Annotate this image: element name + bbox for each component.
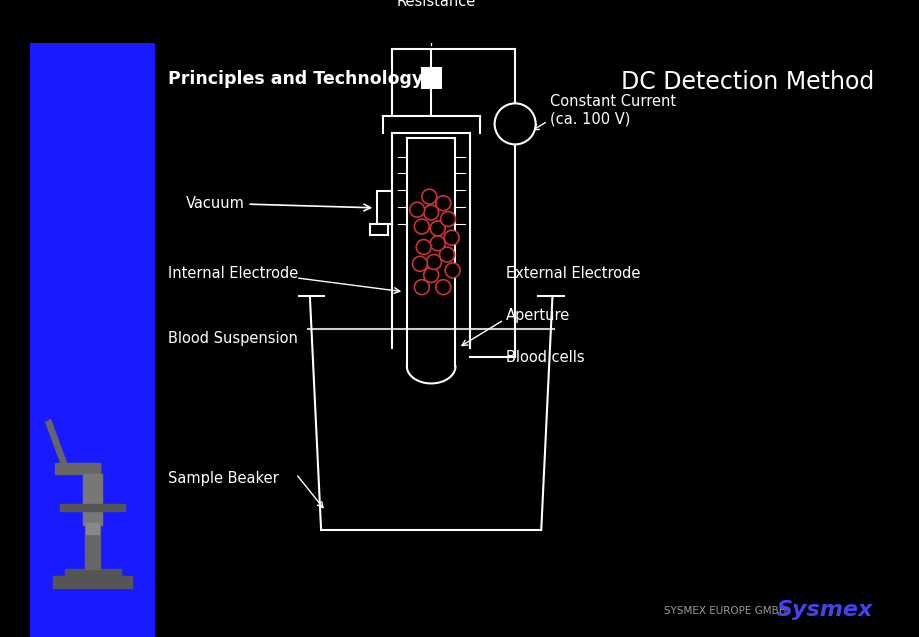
Circle shape (412, 256, 427, 271)
Circle shape (414, 280, 429, 295)
Bar (60, 504, 125, 511)
Bar (369, 224, 388, 235)
Text: Blood cells: Blood cells (505, 350, 584, 364)
Text: External Electrode: External Electrode (505, 266, 640, 281)
Bar (85, 466, 100, 569)
Circle shape (436, 280, 450, 295)
Circle shape (445, 263, 460, 278)
Text: Sample Beaker: Sample Beaker (168, 471, 278, 486)
Bar (55, 462, 100, 474)
Text: Vacuum: Vacuum (186, 196, 370, 211)
Text: Sysmex: Sysmex (776, 600, 872, 620)
Bar (64, 569, 120, 576)
Text: Constant Current
(ca. 100 V): Constant Current (ca. 100 V) (549, 94, 675, 126)
Circle shape (415, 240, 431, 255)
Circle shape (422, 189, 437, 204)
Circle shape (424, 268, 438, 282)
Text: Internal Electrode: Internal Electrode (168, 266, 298, 281)
Circle shape (426, 255, 441, 269)
Circle shape (440, 211, 455, 227)
Circle shape (424, 205, 438, 220)
Circle shape (494, 103, 535, 145)
Bar (83, 474, 102, 525)
Circle shape (430, 221, 445, 236)
Text: Aperture: Aperture (505, 308, 570, 322)
Text: Blood Suspension: Blood Suspension (168, 331, 298, 346)
Text: DC Detection Method: DC Detection Method (620, 70, 873, 94)
Text: Principles and Technology: Principles and Technology (168, 70, 423, 88)
Bar (85, 523, 99, 534)
Circle shape (436, 196, 450, 211)
Bar (377, 191, 391, 224)
Circle shape (430, 236, 445, 251)
Text: Resistance: Resistance (396, 0, 475, 9)
Circle shape (414, 219, 429, 234)
Circle shape (409, 203, 425, 217)
Bar (422, 68, 440, 89)
Circle shape (439, 247, 454, 262)
Bar (30, 43, 153, 637)
Bar (53, 576, 131, 587)
Text: SYSMEX EUROPE GMBH: SYSMEX EUROPE GMBH (664, 606, 786, 617)
Polygon shape (46, 420, 66, 466)
Circle shape (444, 230, 459, 245)
